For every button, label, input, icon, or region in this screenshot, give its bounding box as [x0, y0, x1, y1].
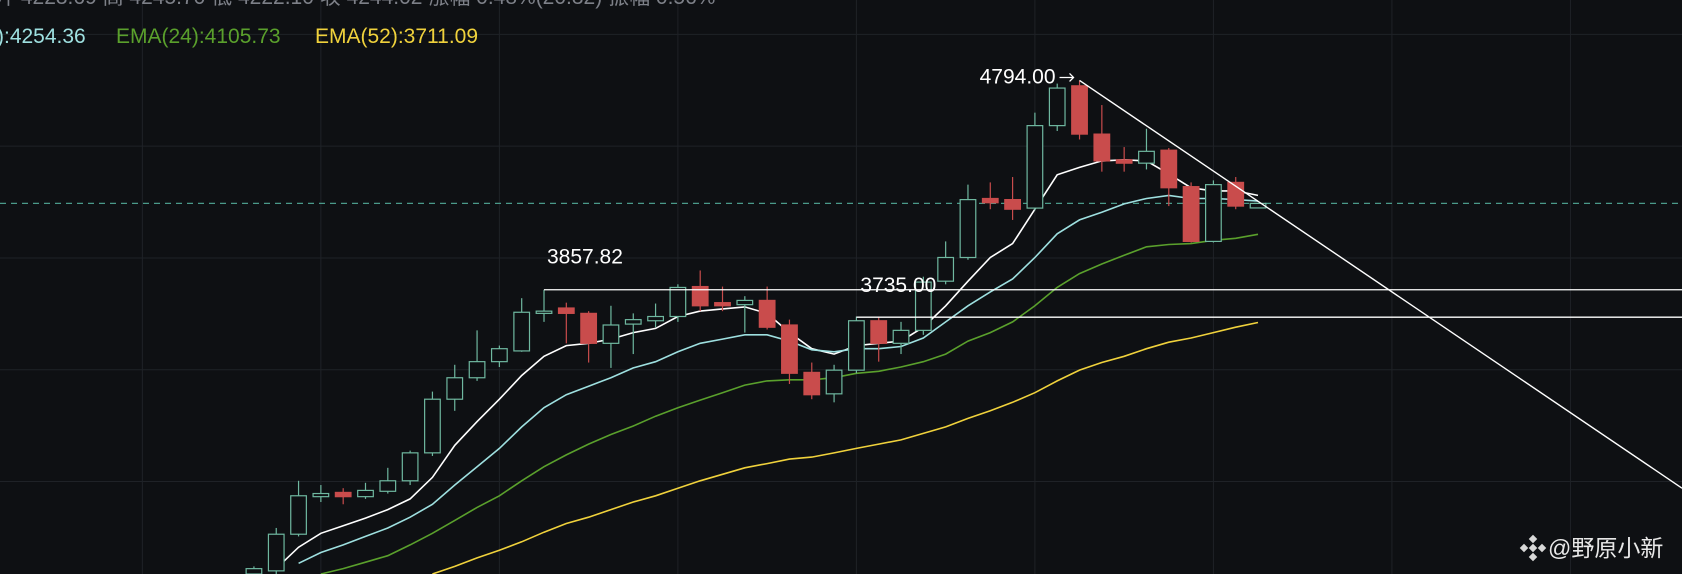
candle-body: [669, 286, 687, 318]
candle-body: [357, 489, 374, 498]
candle-body: [714, 302, 731, 307]
ohlc-header: 开 4223.69 高 4245.70 低 4222.10 收 4244.02 …: [0, 0, 715, 9]
candle-body: [312, 492, 330, 498]
candle-body: [1205, 184, 1222, 243]
candles: [245, 80, 1267, 574]
legend-entry: ):4254.36: [0, 25, 86, 48]
watermark-text: @野原小新: [1548, 535, 1663, 561]
candle-body: [937, 256, 955, 282]
candle-body: [691, 285, 709, 307]
candle-body: [892, 329, 910, 344]
candle-body: [870, 320, 888, 344]
candle-body: [535, 310, 553, 314]
candle-body: [758, 299, 776, 328]
candle-body: [803, 371, 821, 396]
trend-line: [1079, 79, 1682, 489]
candle-body: [1048, 87, 1066, 127]
candle-body: [736, 299, 754, 306]
candle-body: [1004, 199, 1022, 210]
candle-body: [981, 197, 999, 204]
price-label: 3735.00: [860, 274, 936, 297]
candle-body: [580, 312, 598, 344]
candle-body: [290, 495, 307, 535]
candle-body: [334, 491, 352, 498]
candle-body: [245, 568, 263, 574]
candle-body: [825, 369, 843, 395]
annotations: 4794.00 3857.82 3735.00: [544, 65, 1682, 489]
price-label: 3857.82: [547, 246, 623, 269]
candle-body: [1026, 125, 1044, 209]
price-label: 4794.00: [980, 65, 1056, 88]
candle-body: [557, 307, 575, 314]
candle-body: [847, 320, 865, 371]
legend: ):4254.36 EMA(24):4105.73 EMA(52):3711.09: [0, 25, 478, 48]
candle-body: [602, 324, 620, 344]
candle-body: [1138, 150, 1155, 164]
candle-body: [1160, 149, 1178, 189]
candle-body: [1093, 133, 1111, 162]
candle-body: [424, 398, 441, 454]
candle-body: [1249, 202, 1267, 209]
ema-line: [298, 194, 1259, 565]
candle-body: [468, 361, 486, 379]
candle-body: [647, 315, 664, 322]
candle-body: [781, 324, 798, 374]
candle-body: [513, 311, 531, 352]
candle-body: [1071, 85, 1088, 135]
legend-entry: EMA(52):3711.09: [315, 25, 478, 48]
candle-body: [267, 533, 285, 572]
candle-body: [401, 452, 419, 482]
candle-body: [959, 199, 977, 259]
candle-body: [624, 319, 642, 325]
candle-body: [914, 281, 932, 331]
candle-body: [446, 377, 464, 400]
candle-body: [490, 348, 508, 363]
candle-body: [1182, 186, 1200, 243]
legend-entry: EMA(24):4105.73: [116, 25, 281, 48]
ema-line: [432, 321, 1259, 574]
price-arrow: [1059, 73, 1075, 82]
candle-body: [1115, 159, 1133, 164]
candle-body: [379, 480, 397, 492]
